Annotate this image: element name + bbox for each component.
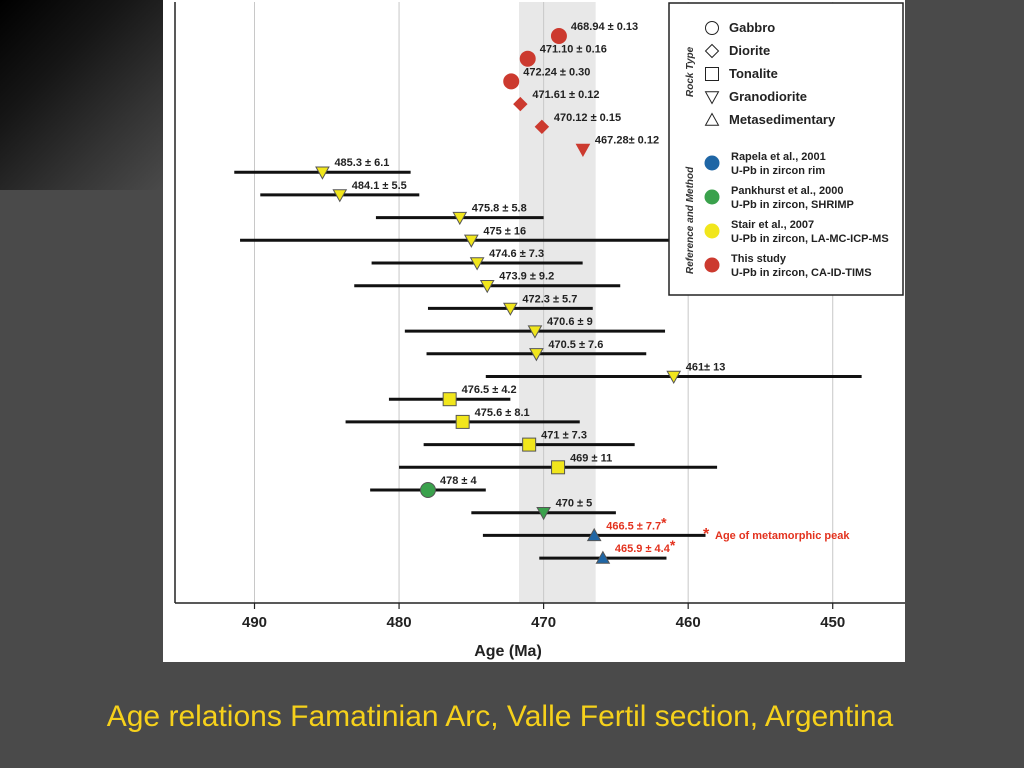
data-label: 485.3 ± 6.1 <box>334 157 389 169</box>
legend-rock-label: Diorite <box>729 43 770 58</box>
data-point <box>534 119 550 135</box>
data-point <box>503 302 518 316</box>
legend-method-desc: U-Pb in zircon, SHRIMP <box>731 199 854 211</box>
metamorphic-asterisk: * <box>661 514 667 530</box>
data-point <box>442 392 457 407</box>
x-tick-label: 450 <box>820 614 845 631</box>
data-label: 472.3 ± 5.7 <box>522 293 577 305</box>
legend-rock-marker <box>704 91 720 105</box>
legend-method-swatch <box>704 223 720 239</box>
data-point <box>455 414 470 429</box>
data-point <box>550 28 567 44</box>
slide-corner-gradient <box>0 0 163 190</box>
age-band <box>519 2 596 603</box>
data-label: 484.1 ± 5.5 <box>352 180 407 192</box>
data-label: 470 ± 5 <box>556 498 593 510</box>
legend-method-ref: Stair et al., 2007 <box>731 219 814 231</box>
data-point <box>536 507 551 521</box>
data-label: 474.6 ± 7.3 <box>489 248 544 260</box>
legend-method-desc: U-Pb in zircon, CA-ID-TIMS <box>731 267 872 279</box>
data-point <box>586 527 602 542</box>
x-tick-label: 460 <box>676 614 701 631</box>
data-label: 470.5 ± 7.6 <box>548 339 603 351</box>
x-tick-label: 470 <box>531 614 556 631</box>
data-point <box>463 234 479 248</box>
legend-rock-label: Granodiorite <box>729 89 807 104</box>
data-point <box>479 280 495 294</box>
slide-caption: Age relations Famatinian Arc, Valle Fert… <box>106 700 894 733</box>
data-label: 470.12 ± 0.15 <box>554 112 621 124</box>
data-point <box>595 550 611 564</box>
data-label: 467.28± 0.12 <box>595 135 659 147</box>
data-label: 470.6 ± 9 <box>547 316 593 328</box>
data-point <box>527 325 543 339</box>
data-point <box>551 460 566 475</box>
data-point <box>575 143 591 158</box>
data-label: 466.5 ± 7.7* <box>606 514 667 532</box>
data-point <box>419 482 436 498</box>
data-point <box>315 166 330 180</box>
data-point <box>452 211 468 226</box>
legend-method-ref: Pankhurst et al., 2000 <box>731 185 844 197</box>
data-label: 465.9 ± 4.4* <box>615 537 676 555</box>
legend-method-swatch <box>704 155 720 171</box>
legend-method-swatch <box>704 189 720 205</box>
x-tick-label: 490 <box>242 614 267 631</box>
data-point <box>522 437 537 452</box>
legend-rock-label: Gabbro <box>729 20 775 35</box>
legend-rock-marker <box>705 67 719 81</box>
data-label: 461± 13 <box>686 362 726 374</box>
x-tick-label: 480 <box>387 614 412 631</box>
legend-method-desc: U-Pb in zircon, LA-MC-ICP-MS <box>731 233 889 245</box>
data-point <box>666 370 682 385</box>
note-text: Age of metamorphic peak <box>715 530 850 542</box>
legend-rock-type-title: Rock Type <box>685 46 696 97</box>
chart-panel: 490 480 470 460 450 Age (Ma) 468.94 ± 0.13 47… <box>163 0 905 662</box>
data-point <box>503 73 520 90</box>
legend-rock-marker <box>705 21 719 35</box>
legend: Rock Type Reference and Method Gabbro Dio… <box>668 2 904 296</box>
data-label: 471.10 ± 0.16 <box>540 44 607 56</box>
x-axis-label: Age (Ma) <box>474 643 542 660</box>
age-chart: 490 480 470 460 450 Age (Ma) 468.94 ± 0.13 47… <box>174 2 905 660</box>
data-label: 473.9 ± 9.2 <box>499 271 554 283</box>
metamorphic-asterisk: * <box>670 537 676 553</box>
data-point <box>469 257 485 271</box>
data-label: 471.61 ± 0.12 <box>532 89 599 101</box>
data-point <box>513 96 528 112</box>
data-label: 476.5 ± 4.2 <box>462 384 517 396</box>
data-label: 475.6 ± 8.1 <box>475 407 530 419</box>
legend-method-swatch <box>704 257 720 273</box>
data-label: 472.24 ± 0.30 <box>523 66 590 78</box>
legend-method-desc: U-Pb in zircon rim <box>731 165 825 177</box>
data-point <box>529 348 544 362</box>
data-point <box>332 189 348 203</box>
legend-method-ref: This study <box>731 253 787 265</box>
data-point <box>519 50 536 67</box>
data-label: 471 ± 7.3 <box>541 430 587 442</box>
data-label: 469 ± 11 <box>570 452 612 464</box>
legend-rock-marker <box>704 112 720 126</box>
data-label: 468.94 ± 0.13 <box>571 21 638 33</box>
legend-method-ref: Rapela et al., 2001 <box>731 151 826 163</box>
data-label: 475 ± 16 <box>483 225 526 237</box>
metamorphic-note: * Age of metamorphic peak <box>703 526 850 543</box>
legend-method-title: Reference and Method <box>685 166 696 274</box>
data-label: 478 ± 4 <box>440 475 478 487</box>
legend-box <box>668 2 904 296</box>
note-asterisk: * <box>703 526 710 543</box>
legend-rock-label: Metasedimentary <box>729 112 836 127</box>
legend-rock-marker <box>704 43 720 59</box>
data-label: 475.8 ± 5.8 <box>472 203 527 215</box>
legend-rock-label: Tonalite <box>729 66 778 81</box>
